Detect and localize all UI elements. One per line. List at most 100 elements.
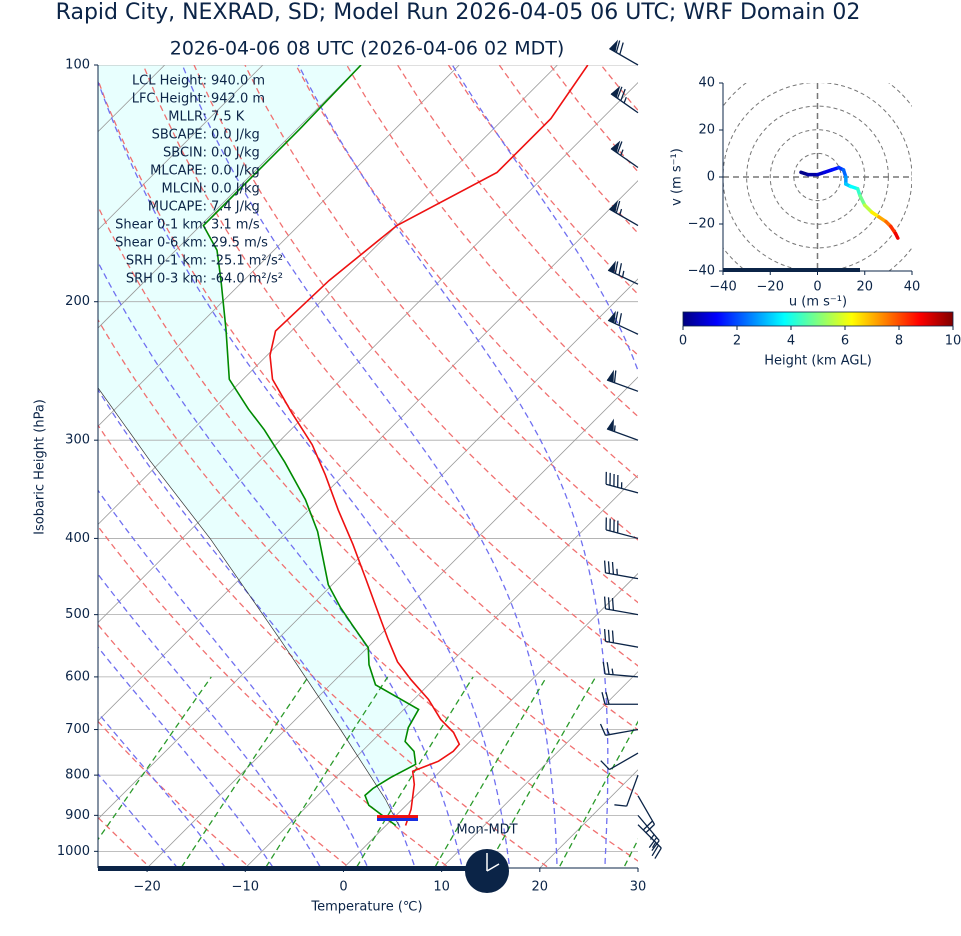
y-tick-label: 400 — [65, 531, 90, 546]
barb-staff — [607, 311, 639, 335]
isotherm — [98, 82, 638, 624]
dry-adiabat — [498, 65, 638, 235]
y-tick-label: 900 — [65, 808, 90, 823]
hodo-y-tick-label: 20 — [698, 123, 715, 138]
dry-adiabat — [98, 720, 252, 868]
colorbar-tick-label: 4 — [787, 334, 795, 349]
mixing-ratio-line — [622, 838, 638, 868]
stat-label: MUCAPE: — [148, 200, 207, 215]
x-axis-label: Temperature (℃) — [310, 900, 422, 915]
wind-barb — [603, 596, 639, 616]
wind-barb — [609, 39, 639, 66]
barb-staff — [606, 425, 639, 441]
hodo-y-tick-label: 40 — [698, 76, 715, 91]
wind-barb — [606, 418, 639, 441]
stat-value: 3.1 m/s — [211, 218, 260, 233]
hodo-y-tick-label: −20 — [688, 217, 715, 232]
clock-label: Mon-MDT — [456, 823, 517, 838]
mixing-ratio-line — [355, 676, 474, 868]
stat-label: LCL Height: — [132, 74, 207, 89]
wind-barb — [606, 369, 639, 392]
barb-staff — [605, 471, 639, 494]
mixing-ratio-line — [433, 676, 548, 868]
isotherm — [441, 671, 638, 868]
stat-label: MLLR: — [168, 110, 207, 125]
moist-adiabat — [297, 65, 609, 868]
moist-adiabat — [98, 773, 179, 868]
dry-adiabat — [98, 525, 451, 868]
barb-pennant — [606, 369, 614, 383]
y-tick-label: 500 — [65, 607, 90, 622]
hodo-bottom-band — [723, 268, 860, 272]
dry-adiabat — [600, 65, 638, 112]
stat-value: 29.5 m/s — [211, 236, 268, 251]
isotherm — [342, 572, 638, 868]
hodo-x-label: u (m s⁻¹) — [789, 295, 847, 310]
x-tick-label: −20 — [133, 880, 160, 895]
x-tick-label: 20 — [532, 880, 549, 895]
stat-label: SBCIN: — [163, 146, 207, 161]
wind-barb — [614, 774, 639, 807]
barb-staff — [603, 596, 639, 616]
hodo-y-tick-label: −40 — [688, 264, 715, 279]
moist-adiabat — [98, 573, 322, 868]
barb-staff — [637, 824, 662, 859]
chart-subtitle: 2026-04-06 08 UTC (2026-04-06 02 MDT) — [170, 38, 565, 60]
y-tick-label: 700 — [65, 722, 90, 737]
y-axis-label: Isobaric Height (hPa) — [33, 399, 48, 535]
hodo-x-tick-label: 0 — [813, 280, 821, 295]
stat-label: Shear 0-1 km: — [115, 218, 207, 233]
stat-label: SRH 0-3 km: — [126, 272, 207, 287]
dry-adiabat — [549, 65, 638, 173]
hodograph-rings — [723, 83, 912, 271]
wind-barb — [600, 752, 639, 771]
moist-adiabat — [98, 646, 275, 868]
moist-adiabat — [451, 65, 638, 373]
profile-line — [269, 65, 589, 826]
dry-adiabat — [142, 65, 638, 667]
wind-barb — [637, 814, 660, 851]
dry-adiabat — [295, 65, 638, 479]
hodo-segment — [858, 194, 867, 207]
hodo-y-tick-label: 0 — [707, 170, 715, 185]
barb-staff — [603, 629, 639, 648]
colorbar-tick-label: 10 — [945, 334, 961, 349]
stat-value: 0.0 J/kg — [211, 164, 260, 179]
wind-barb — [603, 629, 639, 648]
wind-barb — [607, 310, 639, 335]
isotherm — [98, 65, 558, 525]
profiles — [98, 65, 589, 827]
y-tick-label: 600 — [65, 669, 90, 684]
wind-barb — [609, 200, 639, 227]
stat-value: -64.0 m²/s² — [211, 272, 283, 287]
barb-pennant — [608, 310, 616, 324]
surface-marker-red — [377, 815, 418, 818]
dry-adiabat — [447, 65, 638, 296]
barb-staff — [601, 692, 639, 705]
wind-barb — [601, 692, 639, 705]
y-tick-label: 100 — [65, 58, 90, 73]
dry-adiabat — [98, 424, 550, 868]
hodograph-trace — [799, 165, 900, 240]
x-tick-label: 30 — [630, 880, 647, 895]
colorbar-tick-label: 8 — [895, 334, 903, 349]
wind-barb — [610, 85, 639, 114]
wind-barb — [603, 560, 639, 580]
stat-value: 0.0 J/kg — [211, 146, 260, 161]
background-lines — [98, 48, 961, 884]
barb-pennant — [606, 418, 614, 432]
moist-adiabat — [98, 260, 463, 868]
dry-adiabat — [637, 48, 961, 884]
clock-hour-hand — [486, 863, 500, 872]
moist-adiabat — [98, 712, 227, 868]
x-tick-label: −10 — [232, 880, 259, 895]
wind-barb — [607, 260, 639, 285]
barb-staff — [614, 774, 639, 807]
stat-label: SRH 0-1 km: — [126, 254, 207, 269]
stat-value: 7.5 K — [211, 110, 245, 125]
moist-adiabat — [181, 65, 558, 868]
dry-adiabat — [838, 48, 961, 884]
mixing-ratio-line — [663, 677, 767, 884]
colorbar-label: Height (km AGL) — [764, 354, 872, 369]
